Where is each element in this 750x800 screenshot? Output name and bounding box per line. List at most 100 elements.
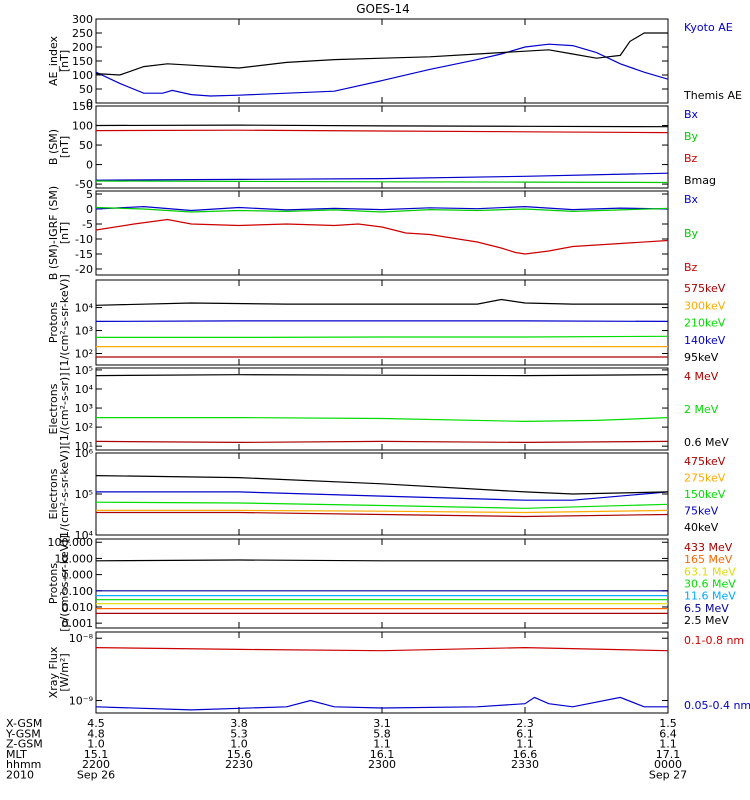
legend-entry: 0.1-0.8 nm [684, 634, 744, 647]
y-tick-label: 10⁴ [75, 383, 94, 396]
y-axis-label: Xray Flux [47, 646, 60, 698]
x-tick-value: Sep 27 [649, 769, 687, 782]
legend-entry: Bz [684, 152, 698, 165]
series-line [96, 320, 668, 322]
y-tick-label: 5 [86, 188, 93, 201]
legend-entry: By [684, 130, 699, 143]
y-tick-label: 10⁶ [75, 447, 94, 460]
series-line [96, 124, 668, 128]
legend-entry: By [684, 227, 699, 240]
y-tick-label: 1.000 [62, 569, 94, 582]
x-tick-value: 1.1 [373, 738, 391, 751]
x-tick-value: 1.0 [230, 738, 248, 751]
legend-entry: 2 MeV [684, 403, 719, 416]
legend-entry: 475keV [684, 455, 726, 468]
series-line [96, 129, 668, 134]
legend-entry: Bx [684, 108, 699, 121]
y-tick-label: 150 [72, 55, 93, 68]
x-tick-value: 3.1 [373, 717, 391, 730]
x-tick-value: 1.1 [516, 738, 534, 751]
legend-entry: Kyoto AE [684, 21, 733, 34]
panel-8: 10⁻⁹ 10⁻⁸ Xray Flux[W/m²] 0.1-0.8 nm 0.05-0.… [47, 631, 750, 714]
y-axis-label: [p/(cm²-s-sr-keV)] [58, 535, 71, 632]
panel-6: 10⁴ 10⁵ 10⁶ Electrons[1/(cm²-s-sr-keV)] 475k… [47, 446, 726, 543]
panel-4: 10² 10³ 10⁴ Protons[1/(cm²-s-sr-keV)] 575keV… [47, 274, 726, 371]
y-tick-label: 50 [79, 139, 93, 152]
legend-entry: 433 MeV [684, 541, 733, 554]
y-tick-label: 50 [79, 83, 93, 96]
panel-7: 0.001 0.010 0.100 1.000 10.000 100.000 Protons… [47, 535, 736, 632]
y-tick-label: 10⁴ [75, 302, 94, 315]
y-axis-label: [1/(cm²-s-sr-keV)] [58, 446, 71, 543]
y-tick-label: -50 [75, 178, 93, 191]
x-tick-value: 0000 [654, 758, 682, 771]
legend-entry: 40keV [684, 521, 719, 534]
y-tick-label: 10⁴ [75, 529, 94, 542]
x-tick-value: 2200 [82, 758, 110, 771]
legend-entry: 4 MeV [684, 370, 719, 383]
panel-frame [95, 367, 669, 451]
x-tick-value: 15.1 [84, 748, 109, 761]
legend-entry: 210keV [684, 317, 726, 330]
panel-3: -20 -15 -10 -5 0 5 B (SM)-IGRF (SM)[nT] Bx By Bz [47, 186, 699, 280]
x-row-label: 2010 [6, 769, 34, 782]
x-tick-value: 6.1 [516, 727, 534, 740]
y-tick-label: 100 [72, 69, 93, 82]
x-tick-value: Sep 26 [77, 769, 115, 782]
y-tick-label: 0.001 [62, 617, 94, 630]
y-tick-label: 250 [72, 27, 93, 40]
x-tick-value: 4.5 [87, 717, 105, 730]
series-line [96, 475, 668, 495]
y-tick-label: 10⁵ [75, 364, 93, 377]
figure-title: GOES-14 [356, 2, 410, 16]
y-tick-label: 100 [72, 120, 93, 133]
x-tick-value: 1.0 [87, 738, 105, 751]
y-tick-label: 300 [72, 13, 93, 26]
legend-entry: 0.6 MeV [684, 436, 729, 449]
x-row-label: Y-GSM [5, 727, 41, 740]
legend-entry: 575keV [684, 282, 726, 295]
y-tick-label: 10.000 [55, 552, 94, 565]
series-line [96, 218, 668, 255]
legend-entry: 75keV [684, 505, 719, 518]
x-tick-value: 4.8 [87, 727, 105, 740]
panel-frame [95, 105, 669, 189]
legend-entry: 6.5 MeV [684, 602, 729, 615]
y-tick-label: -20 [75, 263, 93, 276]
x-tick-value: 2300 [368, 758, 396, 771]
y-tick-label: 0 [86, 203, 93, 216]
x-row-label: hhmm [6, 758, 41, 771]
x-tick-value: 6.4 [659, 727, 677, 740]
y-tick-label: 10¹ [75, 440, 93, 453]
legend-entry: Themis AE [683, 89, 742, 102]
x-tick-value: 1.1 [659, 738, 677, 751]
legend-entry: 11.6 MeV [684, 590, 736, 603]
panel-frame [95, 631, 669, 714]
series-line [96, 32, 668, 76]
panel-5: 10¹ 10² 10³ 10⁴ 10⁵ Electrons[1/(cm²-s-sr)] 4 … [47, 364, 729, 453]
x-tick-value: 15.6 [227, 748, 252, 761]
y-axis-label: B (SM) [47, 129, 60, 165]
y-tick-label: -5 [82, 218, 93, 231]
series-line [96, 696, 668, 711]
y-tick-label: 0 [86, 97, 93, 110]
y-axis-label: Electrons [47, 383, 60, 434]
y-tick-label: 10⁻⁹ [69, 695, 93, 708]
y-axis-label: [nT] [58, 222, 71, 244]
legend-entry: 95keV [684, 351, 719, 364]
legend-entry: Bz [684, 261, 698, 274]
legend-entry: 30.6 MeV [684, 578, 736, 591]
legend-entry: 300keV [684, 299, 726, 312]
x-row-label: X-GSM [6, 717, 42, 730]
legend-entry: Bx [684, 193, 699, 206]
legend-entry: Bmag [684, 174, 716, 187]
legend-entry: 2.5 MeV [684, 614, 729, 627]
y-tick-label: 10² [75, 421, 93, 434]
series-line [96, 172, 668, 181]
x-tick-value: 3.8 [230, 717, 248, 730]
series-line [96, 440, 668, 444]
y-axis-label: [nT] [58, 136, 71, 158]
x-tick-value: 1.5 [659, 717, 677, 730]
legend-entry: 165 MeV [684, 553, 733, 566]
